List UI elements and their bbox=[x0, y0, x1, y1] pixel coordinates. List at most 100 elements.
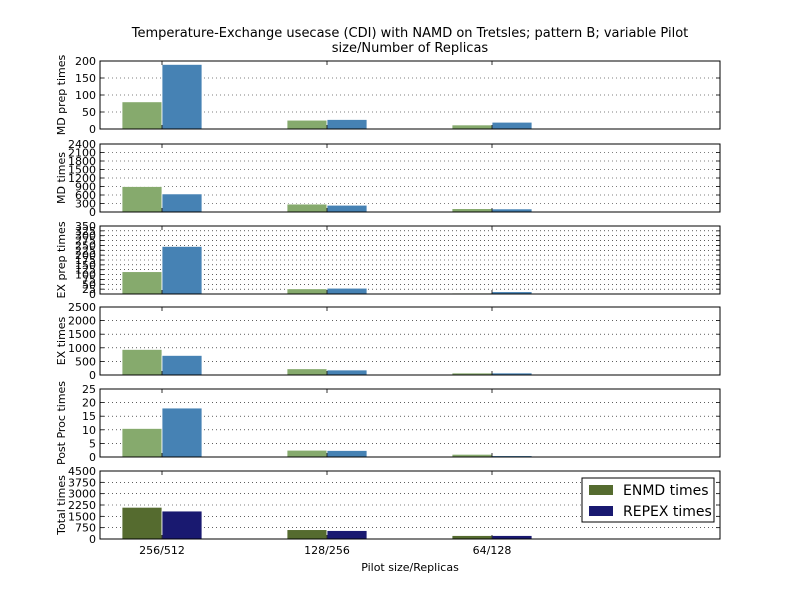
subplot-1: 0 50 100 150 200 MD prep times bbox=[55, 54, 721, 136]
y-tick-label: 75 bbox=[82, 273, 96, 286]
bar-enmd-1 bbox=[121, 428, 163, 458]
legend-label: ENMD times bbox=[623, 483, 709, 499]
x-axis-label: Pilot size/Replicas bbox=[361, 561, 459, 574]
y-axis-label: EX prep times bbox=[55, 221, 68, 298]
y-tick-label: 2250 bbox=[68, 499, 96, 512]
y-tick-label: 200 bbox=[75, 55, 96, 68]
bar-repex-1 bbox=[161, 407, 203, 458]
bar-enmd-2 bbox=[286, 449, 328, 458]
legend-swatch bbox=[589, 506, 613, 516]
bar-enmd-2 bbox=[286, 368, 328, 376]
y-axis-label: MD prep times bbox=[55, 54, 68, 135]
y-tick-label: 4500 bbox=[68, 465, 96, 478]
y-tick-label: 1000 bbox=[68, 342, 96, 355]
bar-repex-1 bbox=[161, 193, 203, 213]
y-tick-label: 1200 bbox=[68, 172, 96, 185]
y-tick-label: 225 bbox=[75, 244, 96, 257]
chart-title-line-2: size/Number of Replicas bbox=[332, 41, 489, 56]
y-tick-label: 0 bbox=[89, 533, 96, 546]
bar-enmd-1 bbox=[121, 349, 163, 376]
bar-repex-2 bbox=[326, 369, 368, 376]
axes-frame bbox=[99, 306, 721, 376]
bar-repex-3 bbox=[491, 535, 533, 540]
y-tick-label: 250 bbox=[75, 239, 96, 252]
y-tick-label: 500 bbox=[75, 355, 96, 368]
y-tick-label: 0 bbox=[89, 206, 96, 219]
legend-swatch bbox=[589, 485, 613, 495]
y-tick-label: 50 bbox=[82, 106, 96, 119]
axes-frame bbox=[99, 388, 721, 458]
y-tick-label: 50 bbox=[82, 278, 96, 291]
y-tick-label: 350 bbox=[75, 220, 96, 233]
y-tick-label: 200 bbox=[75, 249, 96, 262]
y-tick-label: 325 bbox=[75, 225, 96, 238]
bar-enmd-3 bbox=[451, 124, 493, 130]
subplot-3: 0255075100125150175200225250275300325350… bbox=[55, 220, 721, 301]
x-tick-label: 256/512 bbox=[139, 544, 185, 557]
bar-enmd-2 bbox=[286, 529, 328, 540]
y-axis-label: Post Proc times bbox=[55, 381, 68, 465]
bar-enmd-3 bbox=[451, 535, 493, 540]
bar-repex-1 bbox=[161, 355, 203, 376]
y-tick-label: 2000 bbox=[68, 315, 96, 328]
y-axis-label: EX times bbox=[55, 316, 68, 365]
y-tick-label: 1500 bbox=[68, 164, 96, 177]
bar-enmd-1 bbox=[121, 506, 163, 540]
y-tick-label: 10 bbox=[82, 424, 96, 437]
y-tick-label: 0 bbox=[89, 288, 96, 301]
y-tick-label: 25 bbox=[82, 283, 96, 296]
chart-title-line-1: Temperature-Exchange usecase (CDI) with … bbox=[131, 26, 689, 41]
y-tick-label: 300 bbox=[75, 230, 96, 243]
y-tick-label: 100 bbox=[75, 269, 96, 282]
bar-enmd-1 bbox=[121, 101, 163, 130]
y-tick-label: 0 bbox=[89, 369, 96, 382]
y-tick-label: 3750 bbox=[68, 476, 96, 489]
y-tick-label: 125 bbox=[75, 264, 96, 277]
bar-repex-1 bbox=[161, 245, 203, 295]
y-tick-label: 20 bbox=[82, 397, 96, 410]
x-tick-label: 128/256 bbox=[304, 544, 350, 557]
y-tick-label: 0 bbox=[89, 123, 96, 136]
y-tick-label: 5 bbox=[89, 437, 96, 450]
bar-enmd-2 bbox=[286, 119, 328, 130]
bar-repex-2 bbox=[326, 119, 368, 130]
bar-repex-1 bbox=[161, 64, 203, 130]
y-tick-label: 175 bbox=[75, 254, 96, 267]
y-tick-label: 100 bbox=[75, 89, 96, 102]
y-tick-label: 0 bbox=[89, 451, 96, 464]
legend-label: REPEX times bbox=[623, 504, 712, 520]
bar-repex-1 bbox=[161, 510, 203, 540]
bar-enmd-3 bbox=[451, 208, 493, 213]
x-tick-label: 64/128 bbox=[473, 544, 512, 557]
y-tick-label: 900 bbox=[75, 181, 96, 194]
y-tick-label: 25 bbox=[82, 383, 96, 396]
y-axis-label: MD times bbox=[55, 152, 68, 204]
bar-repex-2 bbox=[326, 204, 368, 213]
legend: ENMD times REPEX times bbox=[581, 477, 715, 523]
y-tick-label: 1500 bbox=[68, 510, 96, 523]
y-tick-label: 2400 bbox=[68, 138, 96, 151]
y-tick-label: 600 bbox=[75, 189, 96, 202]
y-tick-label: 2500 bbox=[68, 301, 96, 314]
bar-repex-2 bbox=[326, 287, 368, 295]
bar-enmd-1 bbox=[121, 271, 163, 295]
bar-repex-2 bbox=[326, 530, 368, 540]
y-tick-label: 15 bbox=[82, 410, 96, 423]
y-tick-label: 750 bbox=[75, 522, 96, 535]
bar-repex-3 bbox=[491, 121, 533, 130]
y-tick-label: 150 bbox=[75, 259, 96, 272]
bar-enmd-1 bbox=[121, 186, 163, 213]
y-tick-label: 2100 bbox=[68, 147, 96, 160]
y-tick-label: 1800 bbox=[68, 155, 96, 168]
y-tick-label: 150 bbox=[75, 72, 96, 85]
y-tick-label: 300 bbox=[75, 198, 96, 211]
y-tick-label: 3000 bbox=[68, 488, 96, 501]
bar-enmd-2 bbox=[286, 288, 328, 295]
y-tick-label: 275 bbox=[75, 235, 96, 248]
